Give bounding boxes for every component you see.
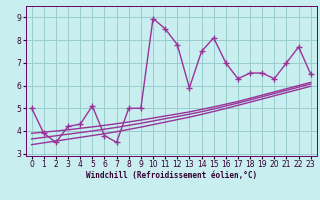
X-axis label: Windchill (Refroidissement éolien,°C): Windchill (Refroidissement éolien,°C)	[86, 171, 257, 180]
